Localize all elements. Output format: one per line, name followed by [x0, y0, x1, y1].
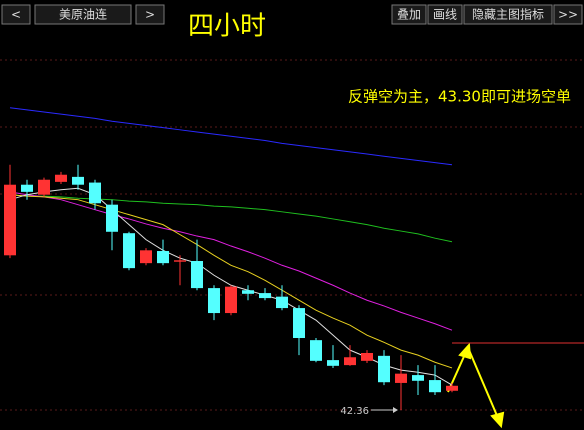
candle: [55, 171, 67, 185]
candle: [395, 355, 407, 411]
candle: [361, 350, 373, 363]
candle: [89, 179, 101, 210]
grid: [0, 59, 584, 411]
candle-body: [38, 179, 50, 195]
candle-body: [157, 251, 169, 264]
candle-body: [89, 182, 101, 204]
candle: [259, 288, 271, 301]
forecast-arrows: [447, 342, 505, 429]
toolbar-button[interactable]: [391, 4, 427, 25]
candle-body: [310, 340, 322, 361]
toolbar-button[interactable]: [463, 4, 553, 25]
candle: [327, 345, 339, 368]
moving-average-line: [9, 194, 453, 243]
prev-button[interactable]: [1, 4, 31, 25]
next-button[interactable]: [135, 4, 165, 25]
candle-body: [327, 360, 339, 366]
candle: [4, 164, 16, 259]
candle: [21, 179, 33, 200]
candle: [446, 382, 458, 393]
candle: [310, 338, 322, 363]
candle: [293, 305, 305, 356]
candle-body: [242, 290, 254, 294]
toolbar-button-label: 叠加: [397, 8, 421, 22]
candle: [412, 365, 424, 396]
candle-body: [208, 288, 220, 314]
low-arrow-head: [393, 407, 398, 414]
candle-body: [259, 293, 271, 299]
candle-body: [412, 375, 424, 381]
symbol-label: 美原油连: [59, 7, 107, 22]
candle: [174, 255, 186, 286]
candle-body: [225, 286, 237, 314]
candle: [123, 231, 135, 271]
prev-label: <: [11, 8, 21, 22]
toolbar-button-label: 隐藏主图指标: [472, 7, 544, 22]
candle: [344, 345, 356, 366]
candle: [140, 248, 152, 266]
symbol-box[interactable]: [34, 4, 132, 25]
candle: [72, 164, 84, 190]
moving-average-line: [9, 194, 453, 369]
next-label: >: [145, 8, 155, 22]
candle: [225, 285, 237, 316]
candle-body: [276, 296, 288, 309]
candle-body: [429, 380, 441, 393]
candle-body: [55, 174, 67, 182]
candle: [378, 350, 390, 386]
candle: [429, 365, 441, 396]
candle-body: [4, 184, 16, 256]
low-label: 42.36: [340, 406, 369, 417]
candle-body: [72, 176, 84, 185]
candle-body: [293, 308, 305, 339]
candle-body: [21, 184, 33, 192]
candle: [242, 285, 254, 301]
candle-body: [378, 355, 390, 383]
candle-body: [446, 385, 458, 391]
toolbar-button[interactable]: [553, 4, 583, 25]
candle-body: [344, 357, 356, 366]
candle: [208, 285, 220, 321]
candle: [191, 239, 203, 291]
chart-title: 四小时: [188, 12, 266, 42]
candle-body: [361, 352, 373, 361]
candle: [157, 239, 169, 266]
candle: [38, 177, 50, 197]
arrow-head: [490, 411, 505, 429]
annotation: 反弹空为主，43.30即可进场空单: [348, 88, 571, 106]
arrow-up: [447, 351, 467, 393]
candle-body: [395, 373, 407, 383]
toolbar-button[interactable]: [427, 4, 463, 25]
candle-body: [140, 250, 152, 264]
candle-body: [106, 204, 118, 232]
toolbar-button-label: 画线: [433, 8, 457, 22]
candle: [106, 199, 118, 251]
arrow-down: [468, 349, 499, 419]
moving-average-line: [9, 107, 453, 166]
candle-body: [191, 261, 203, 289]
toolbar-button-label: >>: [558, 8, 578, 22]
arrow-head: [458, 342, 472, 360]
candle: [276, 285, 288, 311]
candle-body: [123, 233, 135, 269]
candle-body: [174, 260, 186, 262]
moving-average-line: [9, 191, 453, 331]
